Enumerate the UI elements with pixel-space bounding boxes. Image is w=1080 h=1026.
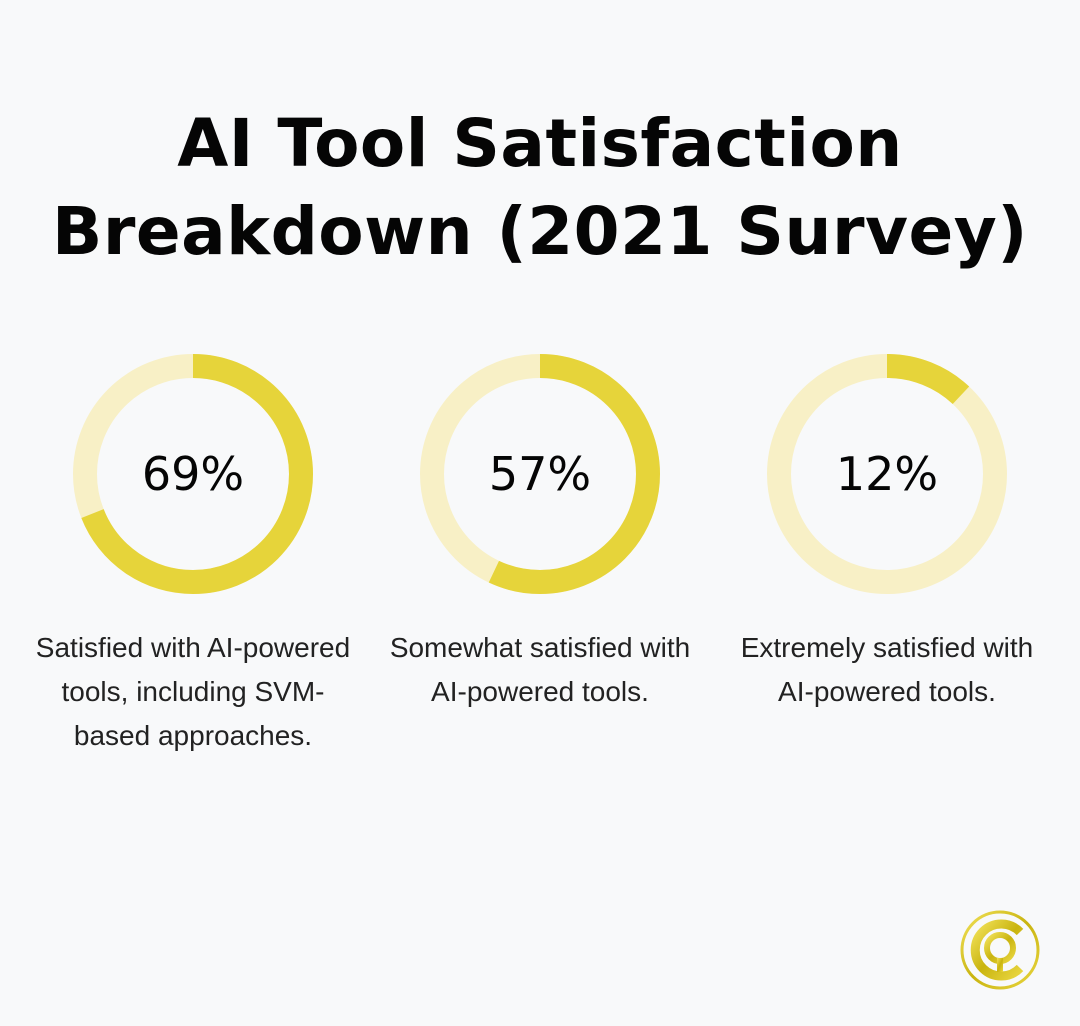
donut-value-arc bbox=[73, 354, 313, 594]
title-line-2: Breakdown (2021 Survey) bbox=[52, 193, 1028, 270]
brand-logo-icon bbox=[960, 910, 1040, 990]
donut-svg bbox=[73, 354, 313, 594]
donut-svg bbox=[420, 354, 660, 594]
donut-chart-somewhat-satisfied: 57% bbox=[420, 354, 660, 594]
donut-value-label: 12% bbox=[835, 447, 939, 501]
donut-chart-extremely-satisfied: 12% bbox=[767, 354, 1007, 594]
donut-value-arc bbox=[767, 354, 1007, 594]
donut-svg bbox=[767, 354, 1007, 594]
donut-chart-satisfied: 69% bbox=[73, 354, 313, 594]
description-satisfied: Satisfied with AI-powered tools, includi… bbox=[35, 632, 351, 751]
description-somewhat-satisfied: Somewhat satisfied with AI-powered tools… bbox=[389, 632, 691, 707]
page-title: AI Tool Satisfaction Breakdown (2021 Sur… bbox=[0, 100, 1080, 276]
donut-value-label: 57% bbox=[488, 447, 592, 501]
description-extremely-satisfied: Extremely satisfied with AI-powered tool… bbox=[740, 632, 1034, 707]
donut-value-arc bbox=[420, 354, 660, 594]
title-line-1: AI Tool Satisfaction bbox=[177, 105, 903, 182]
donut-value-label: 69% bbox=[141, 447, 245, 501]
